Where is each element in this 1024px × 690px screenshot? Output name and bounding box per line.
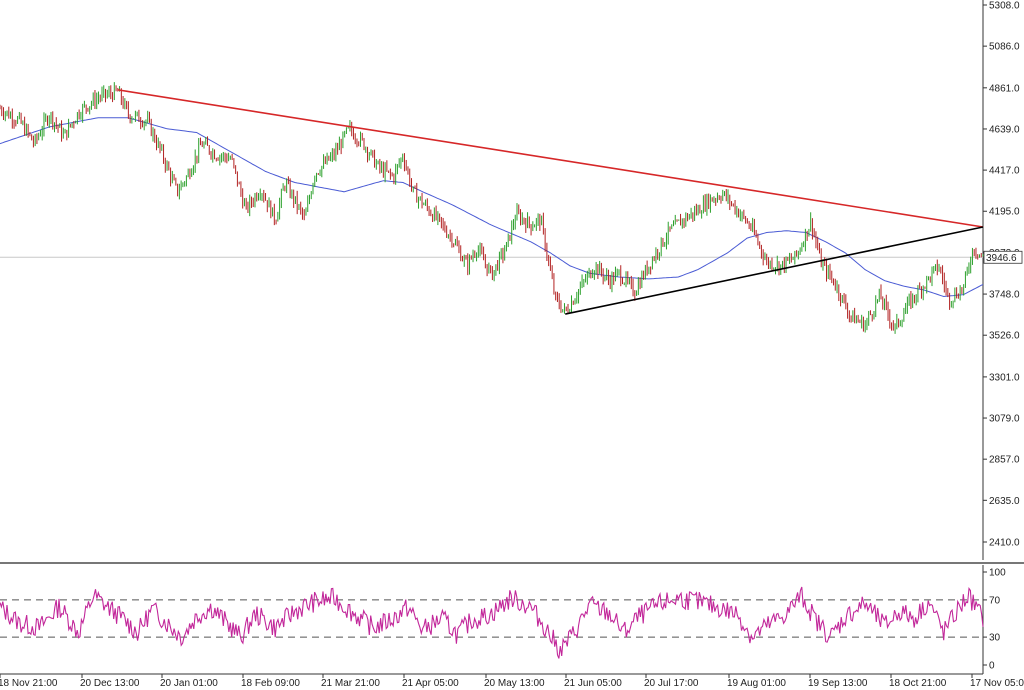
oscillator-y-tick-label: 0 (989, 661, 995, 672)
time-tick-label: 18 Oct 21:00 (889, 678, 947, 689)
oscillator-line (0, 586, 984, 659)
oscillator-y-tick-label: 100 (989, 568, 1006, 579)
price-y-tick-label: 4861.0 (989, 83, 1020, 94)
price-y-tick-label: 4639.0 (989, 124, 1020, 135)
time-tick-label: 20 Jan 01:00 (160, 678, 218, 689)
price-y-tick-label: 4417.0 (989, 166, 1020, 177)
oscillator-panel[interactable]: 100 70 30 0 (0, 565, 1006, 674)
price-y-tick-label: 2635.0 (989, 496, 1020, 507)
current-price-label: 3946.6 (986, 253, 1017, 264)
time-tick-label: 21 Mar 21:00 (321, 678, 380, 689)
moving-average-line (0, 117, 984, 298)
current-price-box (983, 250, 1023, 264)
price-y-tick-label: 3301.0 (989, 372, 1020, 383)
time-tick-label: 20 May 13:00 (484, 678, 545, 689)
time-tick-label: 18 Feb 09:00 (241, 678, 300, 689)
time-tick-label: 18 Nov 21:00 (0, 678, 58, 689)
moving-average-layer (0, 117, 984, 298)
current-price-marker: 3946.6 (983, 250, 1023, 264)
time-tick-label: 21 Jun 05:00 (564, 678, 622, 689)
price-y-tick-label: 5308.0 (989, 1, 1020, 12)
oscillator-y-tick-label: 30 (989, 633, 1001, 644)
time-axis: 18 Nov 21:00 20 Dec 13:00 20 Jan 01:00 18 F… (0, 674, 1024, 689)
support-trendline[interactable] (565, 226, 984, 315)
price-y-tick-label: 2857.0 (989, 455, 1020, 466)
time-tick-label: 19 Sep 13:00 (808, 678, 868, 689)
price-y-tick-label: 3526.0 (989, 331, 1020, 342)
time-tick-label: 17 Nov 05:00 (970, 678, 1024, 689)
candles-layer (0, 82, 984, 334)
price-panel[interactable]: 5308.05086.04861.04639.04417.04195.03972… (0, 0, 1023, 560)
price-y-tick-label: 2410.0 (989, 538, 1020, 549)
oscillator-y-axis: 100 70 30 0 (983, 568, 1006, 672)
price-y-tick-label: 3079.0 (989, 414, 1020, 425)
resistance-trendline[interactable] (117, 89, 984, 228)
time-tick-label: 19 Aug 01:00 (727, 678, 786, 689)
time-tick-label: 20 Jul 17:00 (644, 678, 699, 689)
time-tick-label: 20 Dec 13:00 (80, 678, 140, 689)
price-y-tick-label: 5086.0 (989, 42, 1020, 53)
price-y-tick-label: 3748.0 (989, 290, 1020, 301)
price-y-tick-label: 4195.0 (989, 207, 1020, 218)
oscillator-y-tick-label: 70 (989, 595, 1001, 606)
time-tick-label: 21 Apr 05:00 (402, 678, 459, 689)
